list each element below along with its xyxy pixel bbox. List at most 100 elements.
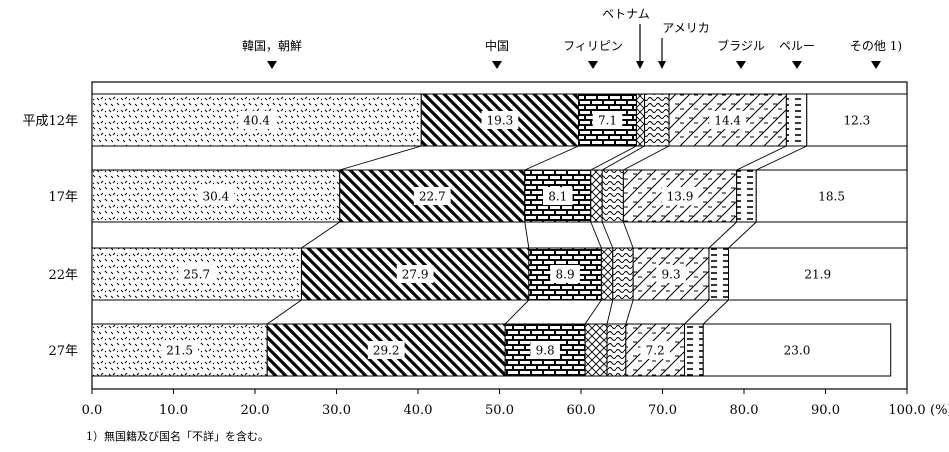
connector-line: [708, 221, 737, 249]
bar-segment: [584, 323, 608, 377]
data-label: 23.0: [784, 344, 811, 358]
connector-line: [504, 299, 530, 325]
data-label: 25.7: [183, 268, 210, 282]
x-tick-label: 20.0: [241, 403, 270, 418]
x-tick-label: 30.0: [322, 403, 351, 418]
x-tick-label: 60.0: [567, 403, 596, 418]
data-label: 9.8: [536, 344, 555, 358]
data-label: 29.2: [373, 344, 400, 358]
data-label: 21.9: [804, 268, 831, 282]
connector-line: [684, 299, 710, 325]
x-tick-label: 0.0: [82, 403, 103, 418]
data-label-bg: [838, 111, 876, 129]
bar-segment: [708, 247, 730, 301]
bar-segment: [600, 247, 614, 301]
bar-segment: [736, 169, 757, 223]
data-label: 8.9: [556, 268, 575, 282]
connector-line: [736, 145, 787, 171]
x-tick-label: 40.0: [404, 403, 433, 418]
data-label: 9.3: [662, 268, 681, 282]
bar-segment: [612, 247, 634, 301]
data-label-bg: [799, 265, 837, 283]
data-label: 19.3: [487, 114, 514, 128]
connector-line: [625, 299, 634, 325]
data-label-bg: [481, 111, 519, 129]
connector-line: [623, 145, 670, 171]
data-label: 27.9: [402, 268, 429, 282]
footnote: 1）無国籍及び国名「不詳」を含む。: [86, 430, 269, 443]
connector-line: [728, 221, 757, 249]
bar-segment: [644, 93, 670, 147]
data-label: 8.1: [548, 190, 567, 204]
data-label-bg: [178, 265, 216, 283]
data-label-bg: [550, 265, 580, 283]
data-label: 13.9: [667, 190, 694, 204]
data-label: 7.1: [598, 114, 617, 128]
data-label-bg: [197, 187, 235, 205]
legend-arrowhead: [658, 61, 666, 69]
data-label-bg: [656, 265, 686, 283]
legend-label: 中国: [485, 38, 509, 53]
data-label: 21.5: [166, 344, 193, 358]
data-label-bg: [161, 341, 199, 359]
data-label-bg: [542, 187, 573, 205]
connector-line: [702, 299, 729, 325]
bar-segment: [635, 93, 646, 147]
x-tick-label: 50.0: [485, 403, 514, 418]
legend-marker: [267, 61, 277, 69]
legend-marker: [736, 61, 746, 69]
legend-label: ベトナム: [602, 7, 650, 21]
legend-marker: [792, 61, 802, 69]
data-label-bg: [367, 341, 405, 359]
data-label: 7.2: [646, 344, 665, 358]
connector-line: [590, 145, 637, 171]
legend-arrowhead: [636, 61, 644, 69]
category-label: 平成12年: [22, 114, 78, 129]
connector-line: [590, 221, 602, 249]
category-label: 27年: [48, 344, 78, 359]
x-tick-label: 100.0: [888, 403, 925, 418]
x-tick-label: 70.0: [648, 403, 677, 418]
category-label: 22年: [48, 268, 78, 283]
data-label-bg: [396, 265, 434, 283]
data-label-bg: [709, 111, 747, 129]
connector-line: [606, 299, 614, 325]
x-unit-label: (%): [930, 403, 949, 418]
connector-line: [601, 145, 645, 171]
data-label: 18.5: [818, 190, 845, 204]
connector-line: [584, 299, 602, 325]
data-label-bg: [238, 111, 276, 129]
x-tick-label: 90.0: [811, 403, 840, 418]
data-label-bg: [813, 187, 851, 205]
connector-line: [524, 221, 530, 249]
connector-line: [266, 299, 302, 325]
connector-line: [339, 145, 422, 171]
data-label-bg: [413, 187, 451, 205]
connector-line: [301, 221, 341, 249]
legend-label: ブラジル: [717, 38, 765, 53]
legend-marker: [588, 61, 598, 69]
legend-label: ペルー: [779, 39, 815, 53]
legend-marker: [871, 61, 881, 69]
data-label-bg: [661, 187, 699, 205]
category-label: 17年: [48, 190, 78, 205]
legend-marker: [492, 61, 502, 69]
bar-segment: [601, 169, 624, 223]
data-label-bg: [778, 341, 816, 359]
data-label-bg: [530, 341, 560, 359]
legend-label: 韓国，朝鮮: [242, 39, 302, 53]
connector-line: [601, 221, 614, 249]
legend-label: フィリピン: [563, 39, 623, 53]
data-label: 22.7: [419, 190, 446, 204]
data-label: 40.4: [243, 114, 270, 128]
bar-segment: [684, 323, 704, 377]
bar-segment: [590, 169, 603, 223]
bar-segment: [606, 323, 627, 377]
bar-segment: [785, 93, 808, 147]
legend-label: その他 1): [850, 39, 902, 53]
connector-line: [756, 145, 807, 171]
data-label-bg: [640, 341, 670, 359]
data-label: 30.4: [203, 190, 230, 204]
data-label: 12.3: [844, 114, 871, 128]
